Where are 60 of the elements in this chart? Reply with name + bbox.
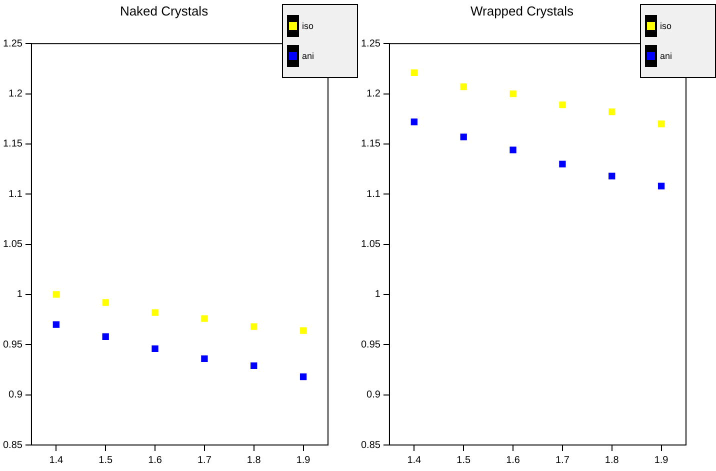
legend-label: iso xyxy=(660,21,672,31)
legend-label: ani xyxy=(302,51,314,61)
x-tick-label: 1.5 xyxy=(456,454,471,466)
x-tick-label: 1.7 xyxy=(555,454,570,466)
point xyxy=(52,291,60,298)
point xyxy=(250,323,258,330)
point xyxy=(102,333,109,340)
point xyxy=(300,327,307,334)
point xyxy=(608,172,616,180)
point xyxy=(250,362,258,370)
y-tick-label: 0.85 xyxy=(2,440,23,451)
point xyxy=(658,182,665,190)
point xyxy=(410,118,418,126)
x-tick-label: 1.9 xyxy=(296,454,311,466)
point xyxy=(510,90,516,98)
point xyxy=(201,355,208,362)
legend-label: iso xyxy=(302,21,314,31)
y-tick-label: 1.25 xyxy=(360,38,381,50)
point xyxy=(152,309,158,316)
y-tick-label: 1.2 xyxy=(366,88,381,100)
y-tick-label: 0.85 xyxy=(360,440,381,451)
x-tick-label: 1.6 xyxy=(148,454,162,466)
y-tick-label: 1.1 xyxy=(366,188,381,200)
point xyxy=(460,83,467,90)
y-tick-label: 1.2 xyxy=(8,88,23,100)
y-tick-label: 1.15 xyxy=(360,138,381,150)
y-tick-label: 0.9 xyxy=(366,390,381,401)
point xyxy=(102,299,109,306)
y-tick-label: 0.9 xyxy=(8,390,23,401)
y-tick-label: 1.05 xyxy=(2,239,23,250)
point xyxy=(559,101,566,108)
x-tick-label: 1.8 xyxy=(246,454,262,466)
y-tick-label: 0.95 xyxy=(360,339,381,350)
y-tick-label: 1 xyxy=(374,289,381,300)
chart-title: Naked Crystals xyxy=(120,3,209,18)
x-tick-label: 1.8 xyxy=(604,454,620,466)
point xyxy=(658,120,665,128)
point xyxy=(608,108,616,116)
y-tick-label: 1.15 xyxy=(2,138,23,150)
x-tick-label: 1.7 xyxy=(197,454,212,466)
chart-title: Wrapped Crystals xyxy=(470,3,574,18)
point xyxy=(201,315,208,322)
legend-label: ani xyxy=(660,51,672,61)
point xyxy=(510,146,516,154)
x-tick-label: 1.6 xyxy=(506,454,520,466)
point xyxy=(52,321,60,328)
y-tick-label: 1.05 xyxy=(360,239,381,250)
x-tick-label: 1.4 xyxy=(49,454,64,466)
y-tick-label: 0.95 xyxy=(2,339,23,350)
y-tick-label: 1 xyxy=(16,289,23,300)
point xyxy=(460,134,467,140)
y-tick-label: 1.1 xyxy=(8,188,23,200)
x-tick-label: 1.4 xyxy=(407,454,422,466)
point xyxy=(152,345,158,352)
y-tick-label: 1.25 xyxy=(2,38,23,50)
x-tick-label: 1.9 xyxy=(654,454,669,466)
point xyxy=(300,373,307,380)
x-tick-label: 1.5 xyxy=(98,454,113,466)
point xyxy=(559,160,566,168)
point xyxy=(410,69,418,76)
